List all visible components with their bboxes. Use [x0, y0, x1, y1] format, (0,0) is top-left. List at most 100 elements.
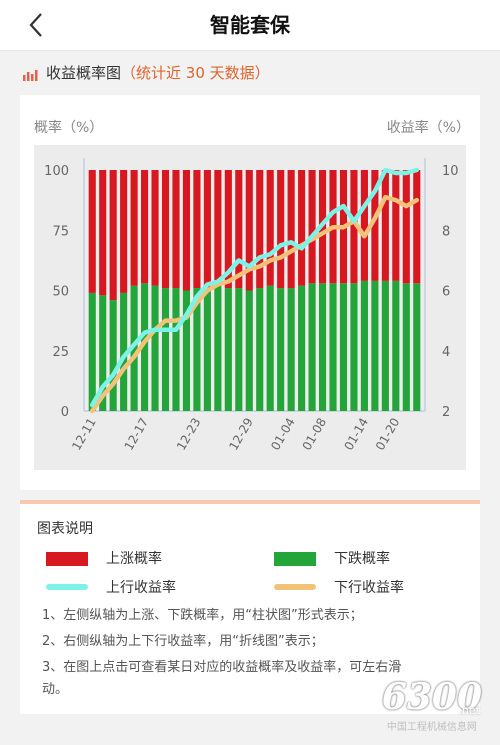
left-tick-label: 50	[52, 285, 69, 300]
bar-down-probability	[329, 283, 337, 411]
watermark-suffix: .net	[458, 704, 480, 717]
bar-down-probability	[99, 295, 107, 411]
line-up-return	[89, 167, 420, 408]
left-tick-label: 25	[52, 345, 69, 360]
description-3-cont: 动。	[42, 682, 69, 697]
bar-up-probability	[392, 170, 400, 281]
bar-up-probability	[402, 170, 410, 284]
bar-up-probability	[266, 170, 274, 286]
bar-up-probability	[235, 170, 243, 289]
watermark-text: 中国工程机械信息网	[386, 722, 477, 733]
left-tick-label: 100	[44, 164, 69, 179]
left-axis-title: 概率（%）	[34, 120, 104, 136]
right-tick-label: 8	[442, 224, 450, 239]
bar-down-probability	[298, 285, 306, 411]
bar-up-probability	[109, 170, 117, 301]
bar-down-probability	[193, 288, 201, 411]
bar-up-probability	[88, 170, 96, 293]
bar-down-probability	[392, 280, 400, 411]
left-tick-label: 0	[61, 405, 69, 420]
bar-down-probability	[224, 288, 232, 411]
x-tick-label: 01-08	[300, 416, 330, 453]
bar-up-probability	[172, 170, 180, 289]
bar-down-probability	[214, 285, 222, 411]
legend-title: 图表说明	[37, 521, 93, 537]
legend-label: 下行收益率	[334, 580, 404, 596]
bar-down-probability	[413, 283, 421, 411]
x-tick-label: 01-04	[268, 416, 298, 453]
bar-down-probability	[161, 288, 170, 411]
bar-up-probability	[308, 170, 316, 284]
bar-down-probability	[318, 283, 327, 411]
legend-swatch	[46, 552, 88, 566]
bar-down-probability	[256, 288, 264, 411]
bar-up-probability	[99, 170, 107, 296]
x-tick-label: 12-11	[69, 416, 99, 453]
bar-up-probability	[298, 170, 306, 286]
bar-down-probability	[277, 288, 285, 411]
bar-down-probability	[402, 283, 410, 411]
page-title: 智能套保	[210, 13, 290, 37]
bar-up-probability	[161, 170, 170, 289]
bar-down-probability	[120, 292, 128, 411]
bar-up-probability	[193, 170, 201, 289]
bar-down-probability	[371, 280, 379, 411]
nav-bar: 智能套保	[0, 0, 500, 51]
bar-down-probability	[151, 285, 159, 411]
section-title: 收益概率图	[46, 64, 122, 82]
x-tick-label: 12-23	[174, 416, 204, 453]
right-axis-title: 收益率（%）	[386, 120, 470, 136]
legend-swatch	[274, 552, 316, 566]
bar-up-probability	[214, 170, 222, 286]
bar-down-probability	[182, 290, 191, 411]
bar-up-probability	[371, 170, 379, 281]
bar-up-probability	[120, 170, 128, 293]
right-tick-label: 10	[442, 164, 459, 179]
right-tick-label: 4	[442, 345, 450, 360]
bar-down-probability	[266, 285, 274, 411]
bar-down-probability	[308, 283, 316, 411]
bar-up-probability	[350, 170, 358, 284]
bar-down-probability	[350, 283, 358, 411]
bar-down-probability	[141, 283, 149, 411]
section-note: （统计近 30 天数据）	[121, 64, 270, 82]
bar-up-probability	[151, 170, 159, 286]
bar-down-probability	[203, 288, 211, 411]
watermark: 6300 .net 中国工程机械信息网	[382, 678, 482, 733]
legend-swatch	[46, 584, 88, 590]
watermark-number: 6300	[381, 676, 482, 718]
legend-swatch	[274, 584, 316, 590]
legend-label: 上行收益率	[106, 580, 176, 596]
probability-return-chart[interactable]: 0 25 50 75 100 2 4 6 8 10 12-11 12-17 12-23 12-29 01-0…	[20, 95, 480, 490]
bar-up-probability	[130, 170, 138, 286]
bar-down-probability	[172, 288, 180, 411]
chart-card: 概率（%） 收益率（%） 0 25 50 75 100 2 4 6 8 10 12-11 12-17 1…	[20, 95, 480, 490]
bar-up-probability	[203, 170, 211, 289]
line-down-return	[89, 194, 420, 414]
bar-down-probability	[130, 285, 138, 411]
x-tick-label: 01-14	[341, 416, 371, 453]
bar-up-probability	[287, 170, 295, 289]
bar-down-probability	[381, 280, 389, 411]
right-tick-label: 6	[442, 285, 450, 300]
bar-down-probability	[339, 283, 348, 411]
bar-down-probability	[88, 292, 96, 411]
bar-up-probability	[413, 170, 421, 284]
bar-down-probability	[287, 288, 295, 411]
right-tick-label: 2	[442, 405, 450, 420]
x-tick-label: 12-17	[122, 416, 152, 453]
bar-up-probability	[245, 170, 253, 291]
x-tick-label: 12-29	[226, 416, 256, 453]
description-3: 3、在图上点击可查看某日对应的收益概率及收益率，可左右滑	[42, 660, 402, 675]
bar-chart-icon	[23, 70, 38, 81]
x-tick-label: 01-20	[373, 416, 403, 453]
bar-up-probability	[381, 170, 389, 281]
bar-up-probability	[277, 170, 285, 289]
chevron-left-icon[interactable]	[22, 10, 52, 40]
bar-up-probability	[224, 170, 232, 289]
description-1: 1、左侧纵轴为上涨、下跌概率，用“柱状图”形式表示；	[42, 608, 363, 623]
bar-up-probability	[256, 170, 264, 289]
bar-down-probability	[109, 300, 117, 411]
bar-up-probability	[182, 170, 191, 291]
left-tick-label: 75	[52, 224, 69, 239]
